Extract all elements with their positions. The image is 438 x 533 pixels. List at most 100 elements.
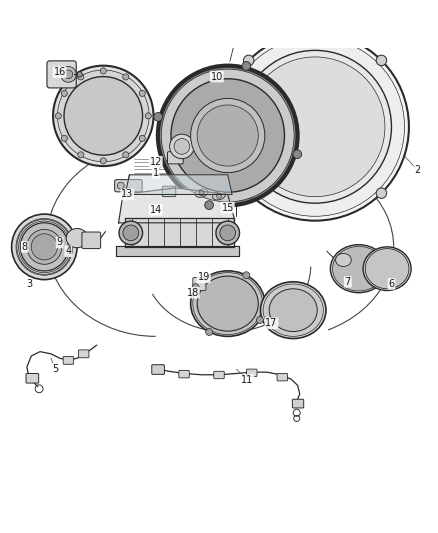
Circle shape [197,105,258,166]
Circle shape [244,188,254,198]
Circle shape [170,134,194,159]
Polygon shape [125,219,234,247]
FancyBboxPatch shape [193,277,206,290]
Circle shape [174,139,190,154]
Circle shape [293,150,302,158]
Circle shape [206,328,213,335]
Ellipse shape [261,282,326,338]
Ellipse shape [332,246,385,291]
Circle shape [205,201,213,209]
Text: 11: 11 [241,375,254,385]
Circle shape [117,182,124,189]
Circle shape [139,90,145,96]
Text: 7: 7 [345,277,351,287]
Circle shape [55,113,61,119]
FancyBboxPatch shape [214,372,224,379]
Text: 10: 10 [211,71,223,82]
Circle shape [242,62,251,70]
Circle shape [27,229,62,264]
Circle shape [226,37,405,216]
Circle shape [161,69,294,202]
Circle shape [20,223,68,271]
Circle shape [100,68,106,74]
Text: 16: 16 [53,67,66,77]
Circle shape [171,79,285,192]
Circle shape [239,51,392,203]
Circle shape [12,214,77,280]
Ellipse shape [269,289,317,332]
Text: 9: 9 [57,238,63,247]
Circle shape [192,284,199,290]
Circle shape [123,152,129,158]
Ellipse shape [212,191,226,200]
Circle shape [100,158,106,164]
Text: 18: 18 [187,288,199,298]
Circle shape [376,188,387,198]
Text: 3: 3 [26,279,32,289]
Circle shape [216,193,222,198]
Polygon shape [125,175,232,195]
Circle shape [123,225,139,241]
FancyBboxPatch shape [115,180,142,192]
FancyBboxPatch shape [47,61,76,88]
Ellipse shape [330,245,387,293]
Text: 8: 8 [21,242,28,252]
Text: 5: 5 [52,364,58,374]
Text: 2: 2 [414,165,421,175]
FancyBboxPatch shape [247,369,257,376]
Text: 14: 14 [149,205,162,215]
Text: 13: 13 [121,189,134,199]
Circle shape [158,66,297,205]
Text: 12: 12 [149,157,162,167]
Text: 4: 4 [65,246,71,256]
Circle shape [256,317,263,324]
Ellipse shape [197,276,258,331]
Circle shape [216,221,240,245]
Circle shape [64,77,143,155]
Text: 1: 1 [152,168,159,177]
Circle shape [78,152,84,158]
Circle shape [61,135,67,141]
Circle shape [64,70,73,79]
Text: 17: 17 [265,318,278,328]
FancyBboxPatch shape [152,365,164,374]
Ellipse shape [363,247,411,290]
Circle shape [221,33,409,221]
Circle shape [376,55,387,66]
FancyBboxPatch shape [277,374,288,381]
Circle shape [77,72,82,77]
Ellipse shape [336,253,351,266]
Text: 15: 15 [222,203,234,213]
Ellipse shape [195,189,208,197]
Circle shape [16,219,73,275]
FancyBboxPatch shape [63,357,74,364]
FancyBboxPatch shape [179,370,189,378]
Ellipse shape [193,272,263,335]
Circle shape [57,70,149,161]
Circle shape [78,74,84,80]
Polygon shape [119,188,234,223]
Circle shape [123,74,129,80]
Text: 19: 19 [198,272,210,282]
Circle shape [139,135,145,141]
Ellipse shape [263,284,323,336]
Circle shape [119,221,143,245]
FancyBboxPatch shape [167,152,183,164]
Ellipse shape [66,229,88,248]
Circle shape [220,225,236,241]
FancyBboxPatch shape [162,186,176,197]
Polygon shape [117,246,239,256]
Circle shape [145,113,151,119]
Circle shape [191,99,265,173]
Circle shape [31,234,57,260]
Text: 6: 6 [389,279,395,289]
FancyBboxPatch shape [82,232,101,248]
Circle shape [244,55,254,66]
Circle shape [245,57,385,197]
Circle shape [154,112,162,121]
Circle shape [60,67,76,82]
Ellipse shape [365,248,409,289]
FancyBboxPatch shape [292,399,304,408]
FancyBboxPatch shape [26,374,39,383]
FancyBboxPatch shape [78,350,89,358]
